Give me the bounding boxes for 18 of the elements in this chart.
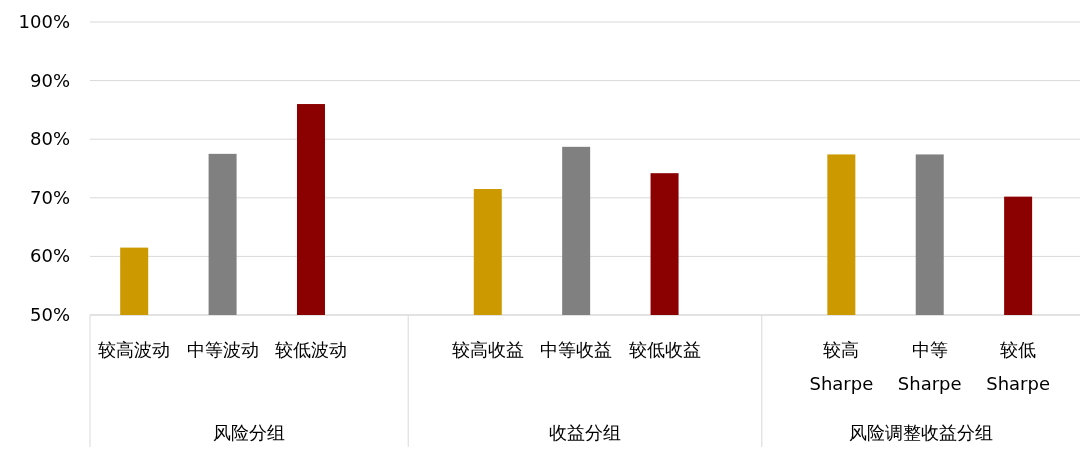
y-tick-label: 80% bbox=[29, 128, 70, 150]
y-tick-label: 60% bbox=[29, 245, 70, 267]
x-tick-label: 中等 Sharpe bbox=[897, 339, 962, 394]
y-tick-label: 90% bbox=[29, 69, 70, 91]
x-tick-label: 较高 Sharpe bbox=[809, 339, 874, 394]
x-tick-label: 较高收益 bbox=[451, 339, 524, 360]
text: 收益分组 bbox=[549, 422, 621, 443]
x-tick-label: 较低波动 bbox=[274, 339, 347, 360]
x-tick-label: 较低收益 bbox=[628, 339, 701, 360]
x-tick-label: 较低 Sharpe bbox=[986, 339, 1051, 394]
y-tick-label: 100% bbox=[18, 11, 70, 32]
x-tick-label: 较高波动 bbox=[98, 339, 171, 360]
y-tick-label: 70% bbox=[29, 186, 70, 208]
text: 风险分组 bbox=[213, 422, 286, 443]
x-tick-label: 中等收益 bbox=[540, 339, 613, 360]
text: 风险调整收益分组 bbox=[848, 422, 993, 443]
x-tick-label: 中等波动 bbox=[186, 339, 259, 360]
y-tick-label: 50% bbox=[29, 304, 70, 325]
